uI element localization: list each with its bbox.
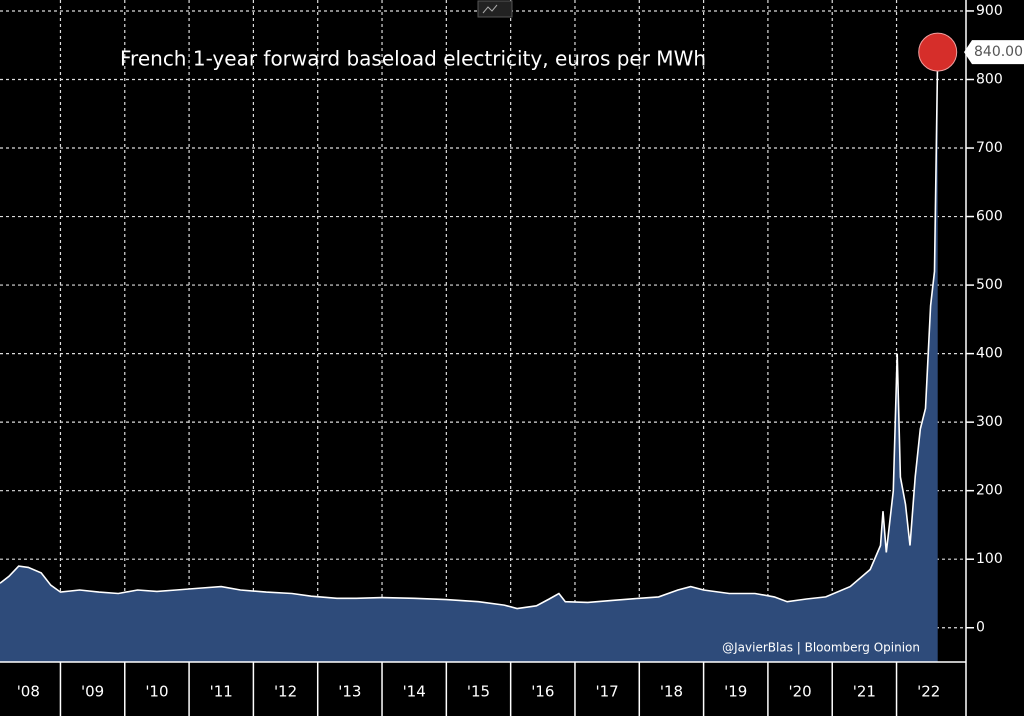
area <box>0 52 938 663</box>
plot <box>0 0 966 663</box>
x-tick-label: '18 <box>660 683 683 701</box>
y-tick-label: 100 <box>976 551 1003 567</box>
chart-title: French 1-year forward baseload electrici… <box>120 47 706 71</box>
chart-icon-glyph <box>482 4 498 14</box>
chart-icon[interactable] <box>477 0 513 18</box>
y-tick-label: 500 <box>976 277 1003 293</box>
x-tick-label: '20 <box>788 683 811 701</box>
x-tick-label: '09 <box>81 683 104 701</box>
line <box>0 52 939 610</box>
last-value-label: 840.00 <box>974 44 1023 60</box>
x-tick-label: '08 <box>17 683 40 701</box>
x-tick-label: '14 <box>403 683 426 701</box>
y-tick-label: 900 <box>976 3 1003 19</box>
x-tick-label: '15 <box>467 683 490 701</box>
x-tick-label: '17 <box>596 683 619 701</box>
last-point-marker <box>918 32 958 72</box>
last-value-box <box>964 40 1024 65</box>
y-tick-label: 200 <box>976 483 1003 499</box>
y-tick-label: 0 <box>976 620 985 636</box>
x-tick-label: '10 <box>145 683 168 701</box>
y-tick-label: 300 <box>976 414 1003 430</box>
y-tick-label: 800 <box>976 71 1003 87</box>
x-tick-label: '22 <box>917 683 940 701</box>
x-tick-label: '19 <box>724 683 747 701</box>
x-tick-label: '13 <box>338 683 361 701</box>
y-tick-label: 400 <box>976 346 1003 362</box>
x-tick-label: '21 <box>853 683 876 701</box>
x-tick-label: '11 <box>210 683 233 701</box>
x-tick-label: '12 <box>274 683 297 701</box>
y-tick-label: 700 <box>976 140 1003 156</box>
y-tick-label: 600 <box>976 209 1003 225</box>
x-tick-label: '16 <box>531 683 554 701</box>
source: @JavierBlas | Bloomberg Opinion <box>722 641 920 655</box>
